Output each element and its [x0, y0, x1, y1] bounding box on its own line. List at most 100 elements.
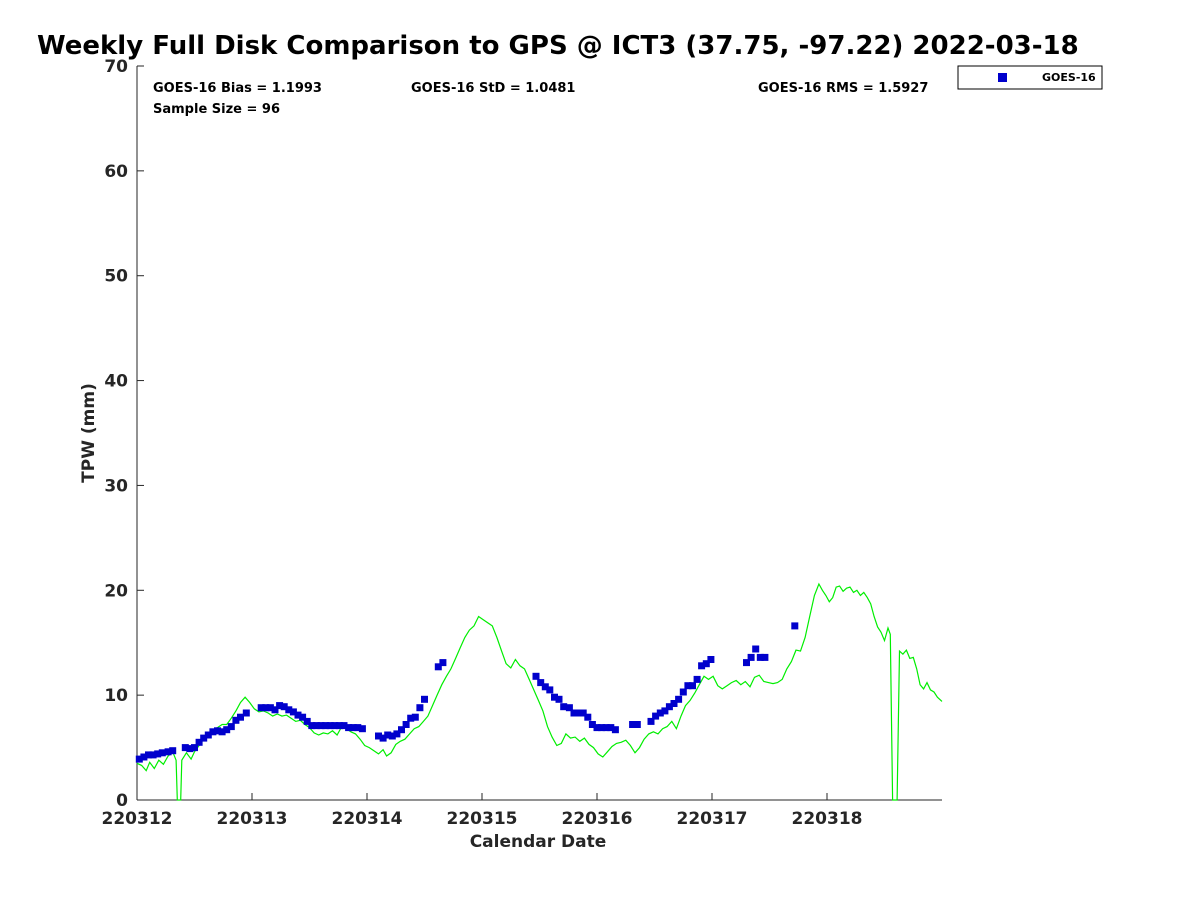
legend-box: [957, 65, 1103, 90]
goes16-point: [416, 704, 424, 712]
goes16-point: [560, 703, 568, 711]
goes16-point: [195, 738, 203, 746]
goes16-point: [611, 726, 619, 734]
goes16-point: [331, 722, 339, 730]
x-tick-label: 220316: [562, 809, 633, 829]
y-tick-label: 10: [104, 686, 128, 706]
goes16-point: [439, 659, 447, 667]
goes16-point: [262, 704, 270, 712]
goes16-point: [684, 682, 692, 690]
goes16-point: [434, 663, 442, 671]
goes16-point: [354, 724, 362, 732]
x-axis-label: Calendar Date: [470, 832, 607, 852]
goes16-point: [375, 732, 382, 740]
goes16-point: [335, 722, 343, 730]
legend-marker-icon: [998, 73, 1007, 82]
goes16-point: [598, 724, 606, 732]
goes16-point: [200, 734, 208, 742]
y-tick-label: 60: [104, 162, 128, 182]
goes16-point: [388, 732, 396, 740]
goes16-point: [407, 714, 415, 722]
y-tick-label: 70: [104, 57, 128, 77]
goes16-point: [384, 731, 392, 739]
goes16-point: [579, 709, 587, 717]
goes16-point: [227, 723, 235, 731]
goes16-point: [326, 722, 334, 730]
goes16-point: [340, 722, 348, 730]
goes16-point: [575, 709, 583, 717]
goes16-point: [294, 711, 302, 719]
goes16-point: [702, 660, 710, 668]
chart-title: Weekly Full Disk Comparison to GPS @ ICT…: [37, 31, 1079, 61]
y-tick-label: 30: [104, 476, 128, 496]
goes16-point: [214, 727, 221, 735]
goes16-point: [164, 748, 172, 756]
goes16-point: [652, 712, 660, 720]
y-tick-label: 50: [104, 267, 128, 287]
goes16-point: [602, 724, 610, 732]
goes16-point: [349, 724, 357, 732]
x-tick-label: 220313: [217, 809, 288, 829]
x-tick-label: 220312: [102, 809, 173, 829]
goes16-point: [181, 744, 189, 752]
goes16-point: [647, 717, 655, 725]
goes16-point: [537, 679, 545, 687]
plot-area: [136, 66, 942, 801]
goes16-point: [565, 704, 573, 712]
goes16-point: [140, 753, 148, 761]
goes16-point: [411, 713, 419, 721]
goes16-point: [145, 751, 152, 759]
goes16-point: [149, 751, 157, 759]
goes16-point: [551, 693, 558, 701]
goes16-point: [237, 713, 244, 721]
goes16-point: [546, 686, 554, 694]
x-tick-label: 220317: [677, 809, 748, 829]
goes16-point: [308, 722, 316, 730]
goes16-point: [607, 724, 615, 732]
std-stat: GOES-16 StD = 1.0481: [411, 81, 575, 96]
goes16-point: [312, 722, 320, 730]
rms-stat: GOES-16 RMS = 1.5927: [758, 81, 928, 96]
bias-stat: GOES-16 Bias = 1.1993: [153, 81, 322, 96]
goes16-series: [135, 622, 799, 763]
goes16-point: [747, 653, 755, 661]
legend-label-goes16: GOES-16: [1042, 71, 1096, 84]
goes16-point: [232, 716, 240, 724]
goes16-point: [570, 709, 578, 717]
gps-line: [136, 582, 943, 801]
goes16-point: [693, 675, 701, 683]
x-tick-label: 220315: [447, 809, 518, 829]
goes16-point: [665, 703, 673, 711]
legend: GOES-16: [957, 65, 1103, 90]
y-axis-ticks: 0 10 20 30 40 50 60 70: [104, 57, 144, 811]
goes16-point: [541, 683, 549, 691]
goes16-point: [186, 745, 194, 753]
goes16-point: [154, 750, 162, 758]
y-tick-label: 20: [104, 581, 128, 601]
goes16-point: [402, 721, 410, 728]
goes16-point: [756, 653, 764, 661]
sample-size-stat: Sample Size = 96: [153, 102, 280, 117]
goes16-point: [191, 744, 198, 752]
goes16-point: [584, 713, 592, 721]
goes16-point: [670, 700, 678, 707]
goes16-point: [633, 721, 641, 728]
goes16-point: [675, 695, 683, 703]
goes16-point: [393, 730, 401, 738]
goes16-point: [276, 702, 284, 710]
goes16-point: [209, 728, 217, 736]
goes16-point: [299, 713, 307, 721]
goes16-point: [285, 706, 293, 714]
goes16-point: [661, 707, 669, 715]
goes16-point: [345, 724, 353, 732]
goes16-point: [679, 688, 687, 696]
goes16-point: [303, 717, 311, 725]
goes16-point: [317, 722, 325, 730]
goes16-point: [421, 695, 428, 703]
goes16-point: [761, 653, 769, 661]
x-axis-ticks: 220312 220313 220314 220315 220316 220317 2203…: [102, 793, 862, 829]
goes16-point: [707, 656, 715, 663]
goes16-point: [698, 662, 706, 670]
gps-series: [136, 582, 943, 801]
goes16-point: [158, 749, 166, 757]
